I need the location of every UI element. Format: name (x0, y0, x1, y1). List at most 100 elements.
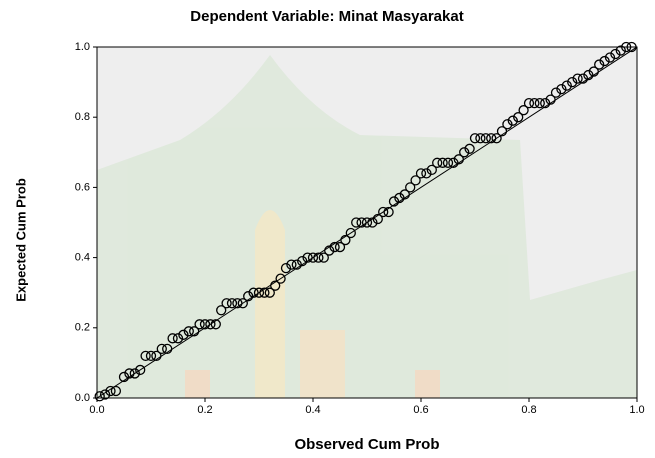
point (118, 371, 130, 383)
point (345, 227, 356, 239)
point (621, 41, 632, 53)
point (232, 298, 243, 309)
y-axis-title: Expected Cum Prob (13, 178, 28, 302)
point (540, 98, 551, 109)
y-tick-label: 0.6 (75, 181, 90, 193)
point (318, 252, 329, 263)
point (567, 76, 578, 88)
x-tick-label: 0.6 (413, 404, 428, 416)
point (162, 343, 173, 355)
point (507, 115, 518, 126)
point (550, 87, 562, 98)
point (210, 319, 221, 330)
point (105, 385, 116, 397)
point (469, 133, 481, 144)
point (243, 291, 254, 302)
point (599, 55, 610, 67)
point (329, 241, 340, 253)
point (594, 59, 605, 70)
x-tick-label: 1.0 (629, 404, 644, 416)
point (523, 98, 535, 109)
point (442, 157, 454, 168)
point (534, 98, 545, 109)
x-tick-label: 0.2 (197, 404, 212, 416)
y-tick-label: 1.0 (75, 41, 90, 53)
point (556, 83, 567, 95)
y-tick-label: 0.8 (75, 111, 90, 123)
point (99, 389, 111, 400)
point (378, 206, 389, 218)
point (199, 319, 211, 330)
point (94, 391, 105, 402)
point (459, 147, 470, 158)
point (291, 259, 302, 270)
point (448, 157, 459, 168)
point (340, 234, 351, 246)
point (145, 350, 157, 362)
point (286, 259, 297, 270)
point (151, 350, 162, 362)
point (604, 52, 616, 63)
y-tick-label: 0.2 (75, 322, 90, 334)
point (518, 105, 529, 116)
point (275, 273, 286, 284)
point (221, 298, 232, 309)
point (237, 298, 248, 309)
point (334, 241, 346, 253)
point (110, 385, 122, 397)
point (475, 133, 486, 144)
point (561, 80, 572, 91)
point (588, 66, 599, 77)
point (432, 157, 443, 168)
point (194, 319, 205, 330)
point (572, 73, 583, 84)
point (480, 133, 491, 144)
point (307, 252, 319, 263)
point (351, 217, 362, 228)
point (361, 217, 373, 228)
point (464, 143, 475, 154)
point (610, 48, 621, 60)
point (502, 119, 513, 130)
point (253, 287, 265, 298)
point (405, 182, 416, 193)
point (135, 364, 146, 376)
point (529, 98, 540, 109)
y-tick-label: 0.0 (75, 392, 90, 404)
point (415, 168, 427, 179)
reference-line (96, 46, 638, 399)
point (302, 252, 313, 263)
point (615, 45, 626, 56)
point (167, 333, 178, 344)
point (513, 112, 524, 123)
point (437, 157, 448, 168)
y-tick-label: 0.4 (75, 252, 90, 264)
point (545, 94, 556, 105)
point (270, 280, 281, 291)
point (453, 154, 464, 165)
point (156, 343, 167, 355)
point (264, 287, 275, 298)
point (297, 255, 308, 267)
point (356, 217, 367, 228)
point (183, 326, 194, 337)
point (172, 333, 184, 344)
point (129, 368, 140, 379)
x-tick-label: 0.0 (89, 404, 104, 416)
point (324, 245, 335, 256)
point (140, 350, 151, 362)
point (577, 73, 589, 84)
x-axis-title: Observed Cum Prob (294, 436, 439, 453)
point (189, 326, 200, 337)
point (248, 287, 259, 298)
point (491, 133, 502, 144)
point (410, 175, 421, 186)
point (216, 305, 227, 316)
point (426, 164, 437, 176)
point (583, 69, 594, 81)
point (421, 168, 432, 179)
point (226, 298, 238, 309)
point (388, 196, 400, 207)
x-tick-label: 0.8 (521, 404, 536, 416)
